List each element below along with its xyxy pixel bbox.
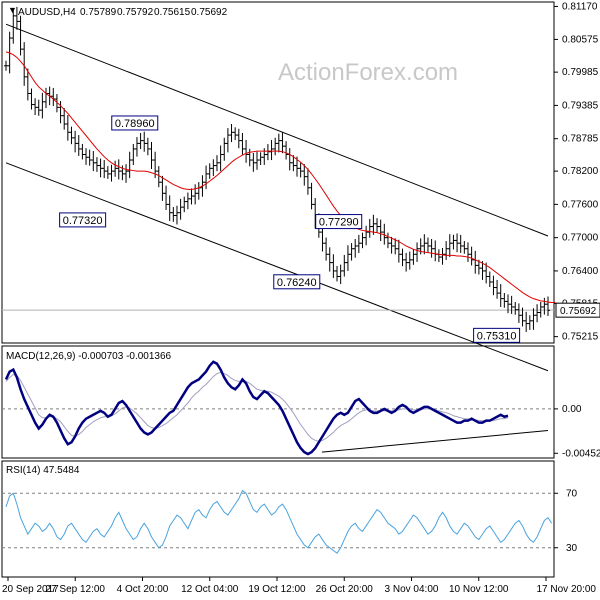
collapse-triangle-icon[interactable]: ▼	[8, 5, 17, 15]
price-annotation: 0.77290	[315, 214, 363, 230]
macd-panel-frame	[1, 345, 555, 459]
moving-average	[5, 51, 556, 304]
rsi-lines	[2, 489, 554, 554]
price-y-tick-label: 0.78200	[562, 166, 599, 177]
price-y-axis: 0.81170 0.80575 0.79985 0.79385 0.78785 0.782…	[554, 1, 599, 343]
price-channel	[5, 23, 549, 372]
price-y-tick-label: 0.77600	[562, 199, 599, 210]
price-annotation: 0.78960	[111, 115, 159, 131]
x-tick-label: 10 Nov 12:00	[449, 584, 509, 595]
price-y-tick-label: 0.79985	[562, 67, 599, 78]
price-annotation-label: 0.78960	[115, 118, 155, 130]
price-bar	[546, 296, 550, 316]
x-tick-label: 26 Oct 20:00	[316, 584, 374, 595]
price-annotation-box	[273, 274, 321, 290]
price-annotation-box	[59, 212, 107, 228]
last-price-label: 0.75692	[555, 302, 600, 318]
x-tick-label: 4 Oct 20:00	[117, 584, 169, 595]
x-tick-label: 17 Nov 20:00	[537, 584, 597, 595]
x-tick-label: 27 Sep 12:00	[46, 584, 106, 595]
rsi-y-tick-label: 30	[566, 543, 578, 554]
price-annotation: 0.76240	[273, 274, 321, 290]
price-annotation-label: 0.76240	[277, 277, 317, 289]
macd-lines	[2, 360, 554, 456]
price-annotation-label: 0.77320	[63, 215, 103, 227]
ohlc-high: 0.75792	[117, 7, 154, 18]
ohlc-open: 0.75789	[80, 7, 117, 18]
price-y-tick-label: 0.77000	[562, 233, 599, 244]
x-tick-label: 19 Oct 12:00	[248, 584, 306, 595]
ohlc-low: 0.75615	[154, 7, 191, 18]
price-y-tick-label: 0.76400	[562, 266, 599, 277]
macd-title: MACD(12,26,9) -0.000703 -0.001366	[6, 351, 172, 362]
macd-signal-line	[5, 372, 509, 442]
macd-y-tick-label: 0.00	[562, 404, 582, 415]
price-annotation-box	[315, 214, 363, 230]
price-annotation-label: 0.75310	[477, 330, 517, 342]
ohlc-close: 0.75692	[191, 7, 228, 18]
rsi-line	[5, 489, 553, 554]
last-price-text: 0.75692	[560, 306, 597, 317]
price-y-tick-label: 0.81170	[562, 1, 598, 12]
rsi-panel-frame	[1, 460, 555, 578]
price-annotations: 0.78960 0.77320 0.77290 0.76240 0.75310	[59, 115, 521, 343]
price-annotation: 0.77320	[59, 212, 107, 228]
price-annotation: 0.75310	[473, 327, 521, 343]
rsi-y-axis: 70 30	[554, 488, 578, 554]
x-tick-label: 12 Oct 04:00	[181, 584, 239, 595]
price-annotation-box	[111, 115, 159, 131]
rsi-title: RSI(14) 47.5484	[6, 465, 80, 476]
macd-y-axis: 0.00 -0.004522	[554, 404, 600, 459]
price-y-tick-label: 0.80575	[562, 34, 599, 45]
watermark-text: ActionForex.com	[278, 59, 458, 86]
price-y-tick-label: 0.75215	[562, 332, 599, 343]
rsi-y-tick-label: 70	[566, 488, 578, 499]
macd-line	[4, 360, 509, 456]
channel-upper-line	[5, 23, 549, 237]
price-annotation-label: 0.77290	[319, 217, 359, 229]
macd-support-trendline	[321, 429, 549, 453]
moving-average-line	[5, 51, 556, 304]
symbol-label: AUDUSD,H4	[18, 7, 76, 18]
price-y-tick-label: 0.78785	[562, 134, 599, 145]
price-y-tick-label: 0.79385	[562, 100, 599, 111]
x-tick-label: 3 Nov 04:00	[385, 584, 439, 595]
macd-y-tick-label: -0.004522	[562, 448, 600, 459]
price-annotation-box	[473, 327, 521, 343]
x-tick-label: 20 Sep 2017	[2, 584, 59, 595]
price-panel-frame	[1, 1, 555, 344]
channel-lower-line	[5, 162, 549, 372]
last-price-box	[555, 302, 600, 318]
